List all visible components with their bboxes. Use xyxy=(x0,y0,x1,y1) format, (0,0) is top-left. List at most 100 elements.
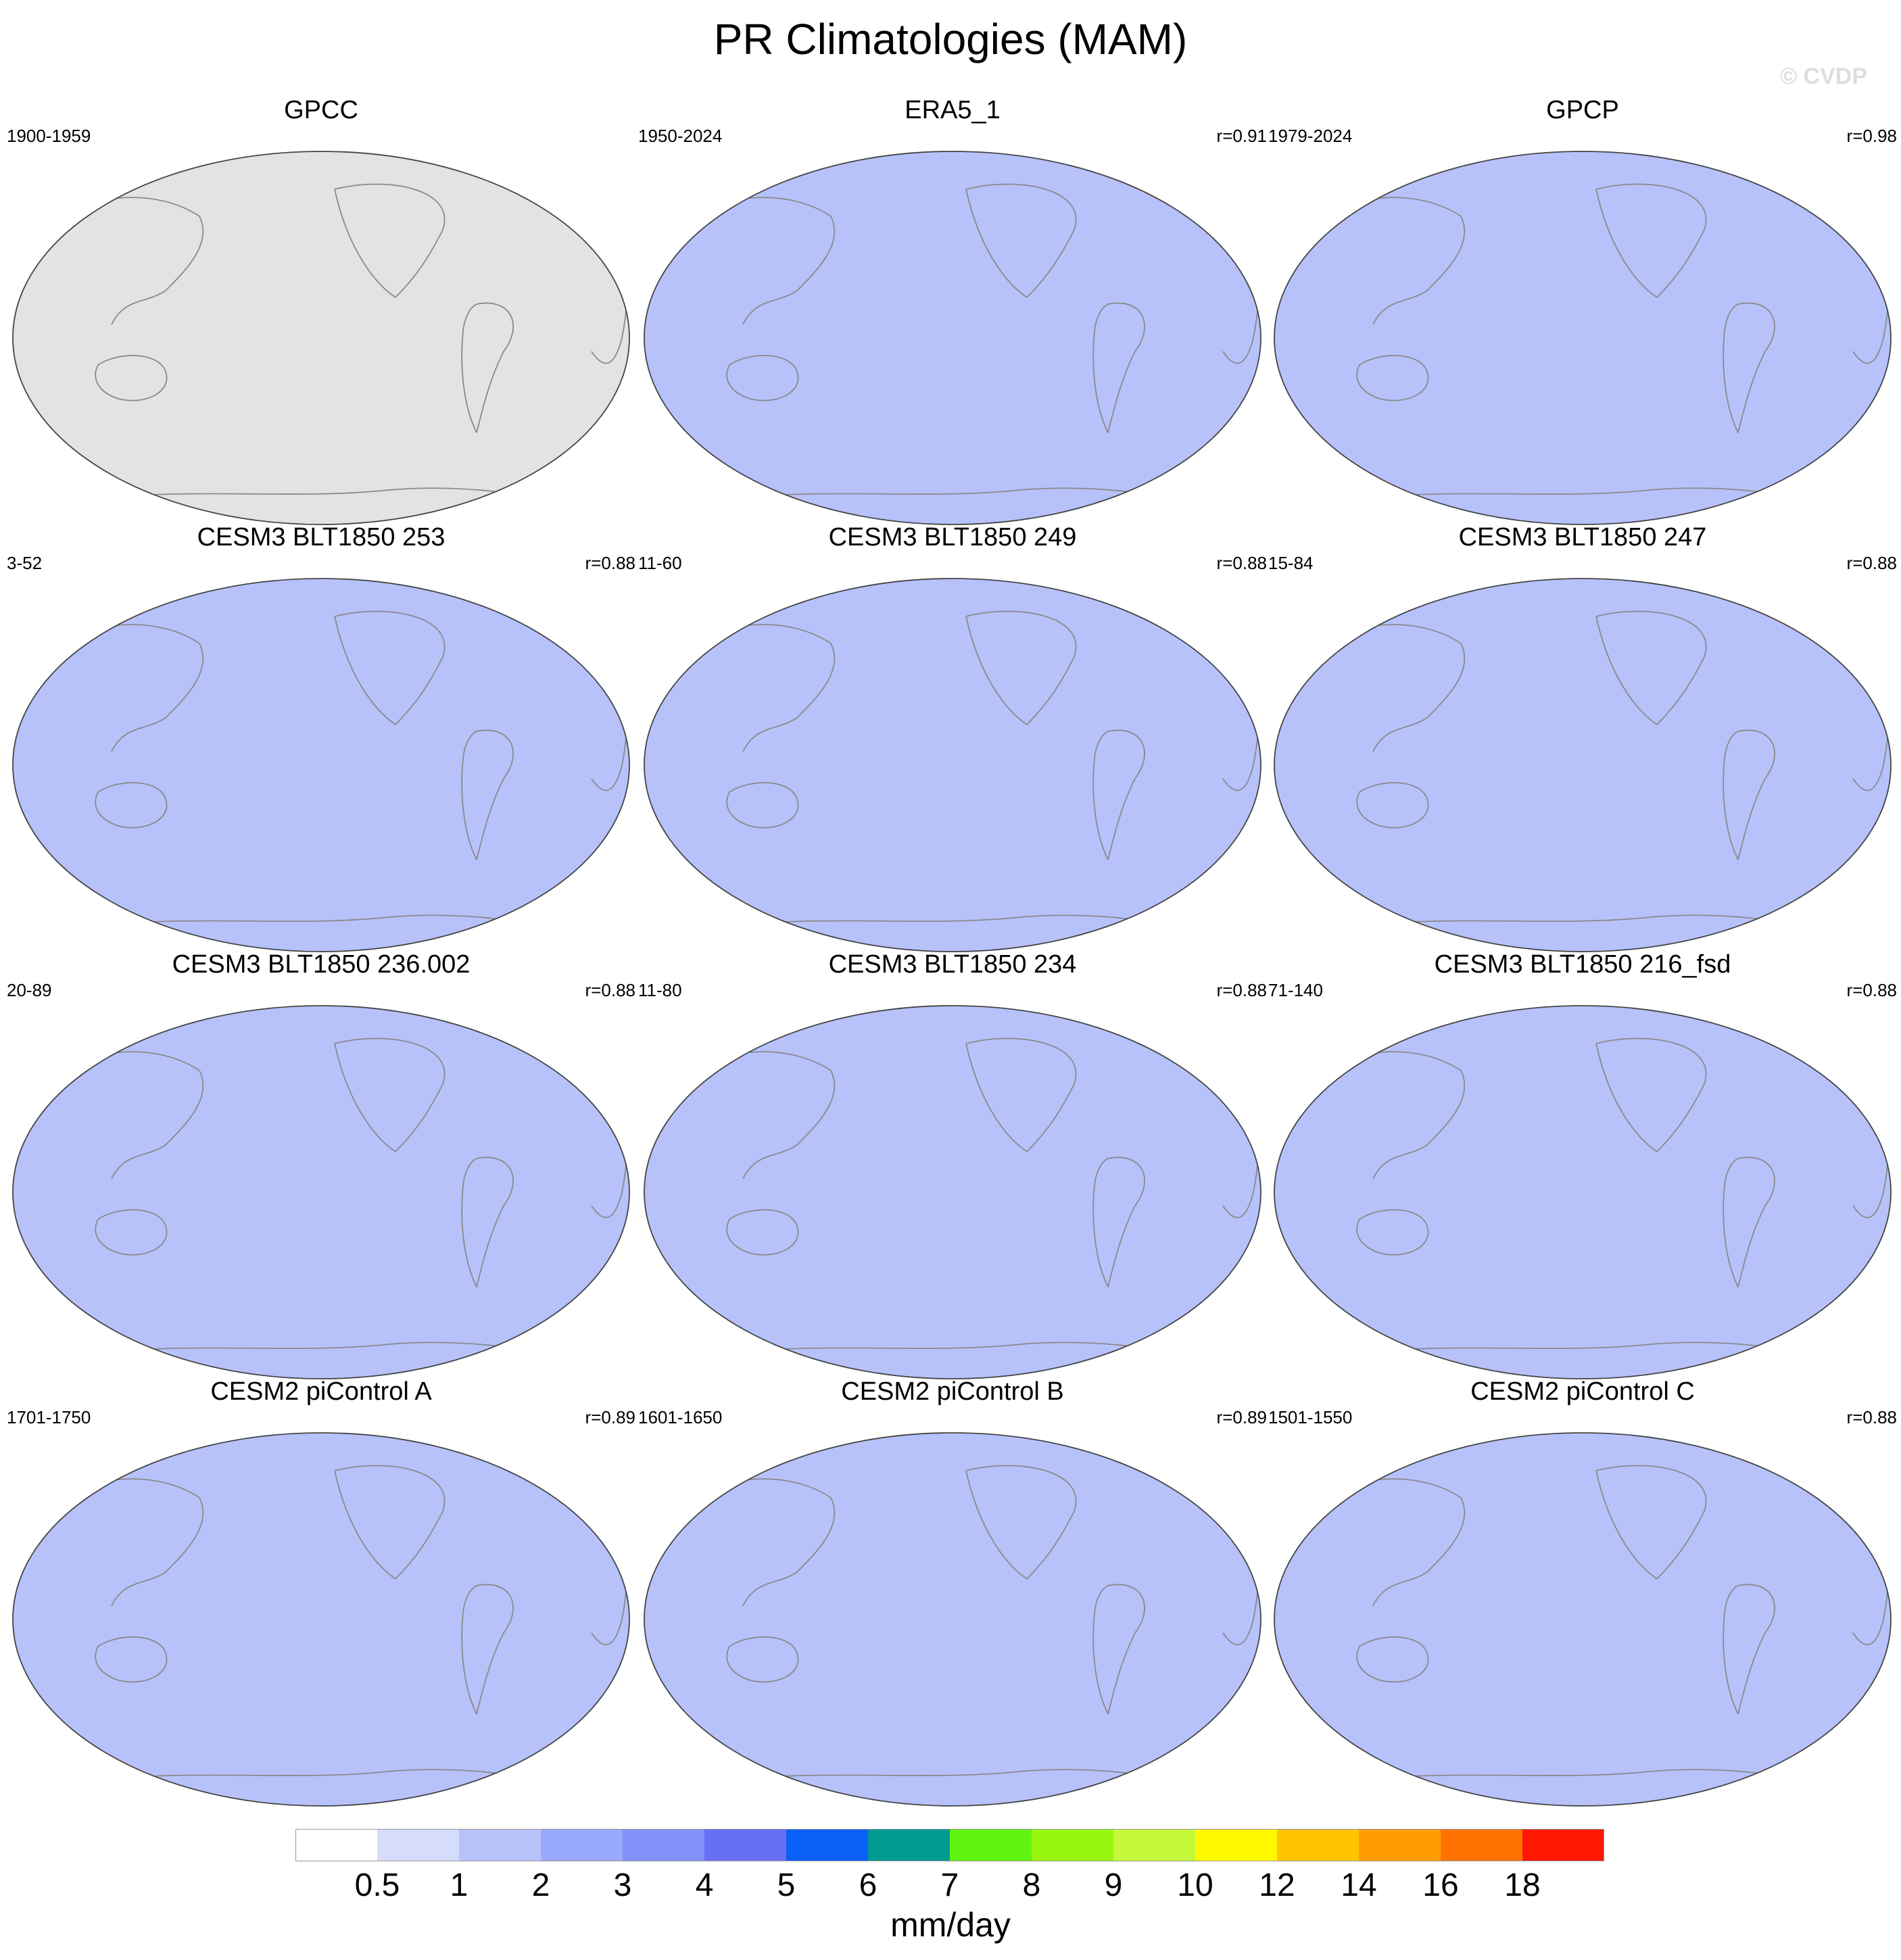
map-outline xyxy=(644,1432,1261,1807)
panel-correlation: r=0.88 xyxy=(585,980,635,1000)
precip-map xyxy=(1274,578,1892,952)
south-america-coastline xyxy=(1092,729,1145,860)
map-panel: CESM3 BLT1850 234 11-80 r=0.88 xyxy=(638,949,1267,1381)
map-panel: CESM3 BLT1850 216_fsd 71-140 r=0.88 xyxy=(1268,949,1897,1381)
panel-title: GPCP xyxy=(1546,96,1619,124)
colorbar-swatch xyxy=(541,1829,623,1861)
map-panel: GPCC 1900-1959 xyxy=(7,95,635,527)
panel-years: 11-60 xyxy=(638,553,682,573)
ocean-background xyxy=(13,1006,629,1379)
australia-coastline xyxy=(95,355,168,401)
panel-correlation: r=0.88 xyxy=(1846,553,1897,573)
south-america-coastline xyxy=(461,1156,514,1288)
colorbar-tick-label: 18 xyxy=(1504,1867,1541,1903)
south-america-coastline xyxy=(461,729,514,860)
colorbar-tick-label: 16 xyxy=(1422,1867,1459,1903)
panel-correlation: r=0.88 xyxy=(1846,980,1897,1000)
ocean-background xyxy=(644,579,1261,952)
ocean-background xyxy=(644,151,1261,524)
south-america-coastline xyxy=(1723,1156,1775,1288)
precip-map xyxy=(12,578,630,952)
ocean-background xyxy=(1274,579,1891,952)
precip-map xyxy=(1274,1005,1892,1379)
north-america-coastline xyxy=(334,1465,446,1579)
colorbar-tick-label: 6 xyxy=(859,1867,877,1903)
australia-coastline xyxy=(726,782,799,829)
ocean-background xyxy=(13,579,629,952)
panel-title: GPCC xyxy=(284,96,358,124)
panel-title: CESM2 piControl A xyxy=(210,1377,432,1406)
australia-coastline xyxy=(726,355,799,401)
panel-years: 20-89 xyxy=(7,980,52,1000)
colorbar-swatch xyxy=(1277,1829,1359,1861)
panel-correlation: r=0.88 xyxy=(1216,553,1267,573)
precip-map xyxy=(12,1432,630,1807)
australia-coastline xyxy=(95,1636,168,1683)
north-america-coastline xyxy=(965,1465,1077,1579)
colorbar-swatch xyxy=(1441,1829,1522,1861)
precip-map xyxy=(1274,1432,1892,1807)
panel-title: CESM3 BLT1850 247 xyxy=(1458,523,1707,552)
map-panel: CESM3 BLT1850 249 11-60 r=0.88 xyxy=(638,522,1267,954)
south-america-coastline xyxy=(1723,729,1775,860)
colorbar-swatch xyxy=(1359,1829,1441,1861)
colorbar-tick-label: 0.5 xyxy=(354,1867,400,1903)
north-america-coastline xyxy=(1595,1037,1707,1152)
ocean-background xyxy=(644,1006,1261,1379)
colorbar-swatch xyxy=(459,1829,541,1861)
south-america-coastline xyxy=(461,1584,514,1715)
colorbar-tick-label: 9 xyxy=(1104,1867,1123,1903)
panel-title: CESM3 BLT1850 253 xyxy=(197,523,446,552)
map-panel: CESM3 BLT1850 236.002 20-89 r=0.88 xyxy=(7,949,635,1381)
ocean-background xyxy=(1274,1433,1891,1806)
colorbar-tick-label: 5 xyxy=(777,1867,796,1903)
north-america-coastline xyxy=(334,1037,446,1152)
north-america-coastline xyxy=(965,610,1077,725)
panel-correlation: r=0.89 xyxy=(585,1407,635,1427)
precip-map xyxy=(644,1005,1261,1379)
panel-years: 1601-1650 xyxy=(638,1407,723,1427)
australia-coastline xyxy=(726,1636,799,1683)
precip-map xyxy=(644,151,1261,525)
north-america-coastline xyxy=(1595,610,1707,725)
ocean-background xyxy=(644,1433,1261,1806)
map-panel: CESM3 BLT1850 253 3-52 r=0.88 xyxy=(7,522,635,954)
panel-years: 3-52 xyxy=(7,553,43,573)
australia-coastline xyxy=(95,782,168,829)
colorbar-swatch xyxy=(868,1829,950,1861)
panel-years: 1979-2024 xyxy=(1268,126,1353,146)
north-america-coastline xyxy=(1595,183,1707,298)
australia-coastline xyxy=(1356,1209,1429,1256)
north-america-coastline xyxy=(334,610,446,725)
map-panel: GPCP 1979-2024 r=0.98 xyxy=(1268,95,1897,527)
colorbar-swatch xyxy=(623,1829,704,1861)
colorbar-tick-label: 4 xyxy=(695,1867,714,1903)
precip-map xyxy=(644,578,1261,952)
colorbar-swatch xyxy=(295,1829,377,1861)
colorbar-tick-label: 8 xyxy=(1022,1867,1041,1903)
colorbar-tick-label: 3 xyxy=(613,1867,632,1903)
panel-correlation: r=0.91 xyxy=(1216,126,1267,146)
south-america-coastline xyxy=(1092,302,1145,433)
colorbar-units: mm/day xyxy=(890,1906,1011,1944)
south-america-coastline xyxy=(1723,1584,1775,1715)
panel-title: CESM3 BLT1850 234 xyxy=(828,950,1077,979)
north-america-coastline xyxy=(334,183,446,298)
panel-correlation: r=0.88 xyxy=(1846,1407,1897,1427)
panel-years: 1950-2024 xyxy=(638,126,723,146)
watermark: © CVDP xyxy=(1780,64,1867,89)
map-outline xyxy=(1274,1432,1892,1807)
colorbar-swatch xyxy=(1113,1829,1195,1861)
map-outline xyxy=(644,1005,1261,1379)
colorbar-swatch xyxy=(1195,1829,1277,1861)
north-america-coastline xyxy=(1595,1465,1707,1579)
panel-years: 1900-1959 xyxy=(7,126,91,146)
colorbar-tick-label: 2 xyxy=(531,1867,550,1903)
south-america-coastline xyxy=(1723,302,1775,433)
panel-correlation: r=0.89 xyxy=(1216,1407,1267,1427)
panel-years: 1501-1550 xyxy=(1268,1407,1353,1427)
north-america-coastline xyxy=(965,1037,1077,1152)
colorbar-swatch xyxy=(377,1829,459,1861)
panel-years: 15-84 xyxy=(1268,553,1314,573)
map-outline xyxy=(1274,151,1892,525)
